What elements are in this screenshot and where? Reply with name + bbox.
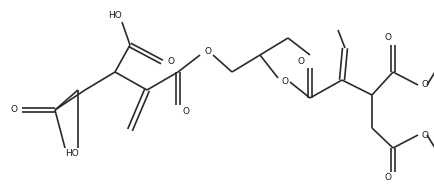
Text: O: O [183, 108, 190, 116]
Text: O: O [384, 173, 391, 183]
Text: O: O [281, 78, 288, 86]
Text: O: O [297, 58, 304, 66]
Text: HO: HO [65, 149, 79, 158]
Text: O: O [204, 48, 211, 56]
Text: O: O [168, 58, 174, 66]
Text: O: O [384, 33, 391, 43]
Text: O: O [11, 105, 18, 115]
Text: O: O [421, 131, 428, 139]
Text: O: O [421, 81, 428, 89]
Text: HO: HO [108, 10, 122, 20]
